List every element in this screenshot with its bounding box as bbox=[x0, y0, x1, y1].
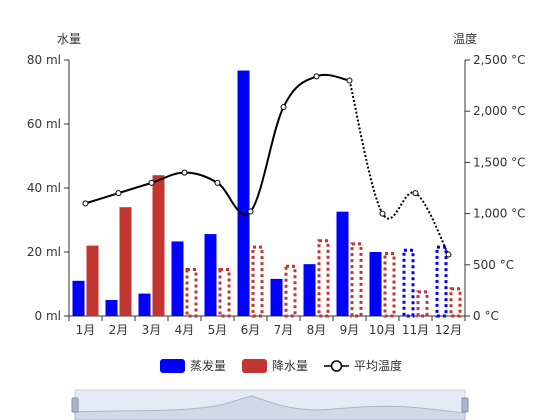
temperature-point[interactable] bbox=[82, 200, 89, 207]
right-tick-label: 2,000 °C bbox=[473, 104, 526, 118]
zoom-handle-left[interactable] bbox=[71, 397, 79, 413]
right-tick-label: 2,500 °C bbox=[473, 53, 526, 67]
bar-evaporation[interactable] bbox=[171, 241, 184, 316]
bars-layer bbox=[72, 70, 462, 318]
bar-precipitation[interactable] bbox=[416, 290, 429, 318]
bar-evaporation[interactable] bbox=[336, 211, 349, 316]
zoom-handle-right[interactable] bbox=[461, 397, 469, 413]
bar-evaporation[interactable] bbox=[204, 234, 217, 316]
temperature-line-dotted bbox=[348, 80, 450, 256]
temperature-point[interactable] bbox=[214, 179, 221, 186]
left-tick-label: 60 ml bbox=[27, 117, 61, 131]
bar-evaporation[interactable] bbox=[237, 70, 250, 316]
right-tick-label: 1,500 °C bbox=[473, 155, 526, 169]
x-tick-label: 1月 bbox=[76, 323, 96, 337]
legend-label: 蒸发量 bbox=[190, 358, 226, 373]
bar-precipitation[interactable] bbox=[284, 264, 297, 318]
temperature-point[interactable] bbox=[181, 169, 188, 176]
temperature-point[interactable] bbox=[379, 210, 386, 217]
bar-evaporation[interactable] bbox=[138, 293, 151, 316]
bar-precipitation[interactable] bbox=[350, 242, 363, 318]
x-tick-label: 3月 bbox=[142, 323, 162, 337]
bar-precipitation[interactable] bbox=[86, 245, 99, 316]
legend-label: 降水量 bbox=[272, 359, 308, 373]
right-tick-label: 500 °C bbox=[473, 258, 514, 272]
bar-precipitation[interactable] bbox=[218, 268, 231, 318]
legend-item-0[interactable]: 蒸发量 bbox=[160, 358, 226, 373]
temperature-point[interactable] bbox=[148, 179, 155, 186]
legend-label: 平均温度 bbox=[354, 358, 402, 373]
bar-evaporation[interactable] bbox=[402, 248, 415, 318]
temperature-point[interactable] bbox=[412, 190, 419, 197]
bar-evaporation[interactable] bbox=[303, 264, 316, 316]
x-tick-label: 5月 bbox=[208, 323, 228, 337]
legend-swatch bbox=[242, 359, 267, 373]
bar-evaporation[interactable] bbox=[435, 245, 448, 318]
x-tick-label: 2月 bbox=[109, 323, 129, 337]
legend-item-1[interactable]: 降水量 bbox=[242, 359, 308, 373]
right-tick-label: 1,000 °C bbox=[473, 207, 526, 221]
temperature-point[interactable] bbox=[346, 77, 353, 84]
bar-precipitation[interactable] bbox=[449, 287, 462, 318]
left-tick-label: 0 ml bbox=[35, 309, 61, 323]
bar-precipitation[interactable] bbox=[317, 239, 330, 318]
legend-point-swatch bbox=[330, 360, 343, 372]
x-tick-label: 10月 bbox=[369, 323, 396, 337]
bar-precipitation[interactable] bbox=[185, 268, 198, 318]
legend: 蒸发量 降水量 平均温度 bbox=[160, 358, 402, 373]
x-tick-label: 7月 bbox=[274, 323, 294, 337]
temperature-point[interactable] bbox=[280, 104, 287, 111]
left-tick-label: 40 ml bbox=[27, 181, 61, 195]
bar-precipitation[interactable] bbox=[152, 175, 165, 316]
left-tick-label: 80 ml bbox=[27, 53, 61, 67]
x-tick-label: 4月 bbox=[175, 323, 195, 337]
bar-evaporation[interactable] bbox=[369, 252, 382, 316]
temperature-point[interactable] bbox=[115, 190, 122, 197]
data-zoom-slider[interactable] bbox=[71, 389, 469, 420]
x-tick-label: 6月 bbox=[241, 323, 261, 337]
right-axis-name: 温度 bbox=[453, 31, 477, 46]
right-tick-label: 0 °C bbox=[473, 309, 499, 323]
temperature-point[interactable] bbox=[247, 208, 254, 215]
legend-swatch bbox=[160, 359, 185, 373]
x-tick-label: 9月 bbox=[340, 323, 360, 337]
axes: 水量 温度 0 ml 20 ml 40 ml 60 ml 80 ml 0 °C 500 °… bbox=[27, 31, 526, 337]
x-tick-label: 8月 bbox=[307, 323, 327, 337]
bar-evaporation[interactable] bbox=[105, 300, 118, 316]
left-tick-label: 20 ml bbox=[27, 245, 61, 259]
left-axis-name: 水量 bbox=[57, 32, 81, 46]
temperature-line-layer bbox=[82, 73, 452, 258]
bar-precipitation[interactable] bbox=[119, 207, 132, 316]
x-tick-label: 11月 bbox=[402, 323, 429, 337]
bar-precipitation[interactable] bbox=[383, 252, 396, 318]
zoom-preview-shape bbox=[74, 395, 466, 420]
temperature-point[interactable] bbox=[445, 251, 452, 258]
bar-precipitation[interactable] bbox=[251, 245, 264, 318]
x-tick-label: 12月 bbox=[435, 323, 462, 337]
temperature-line-solid bbox=[85, 73, 350, 216]
legend-item-2[interactable]: 平均温度 bbox=[324, 358, 402, 373]
bar-evaporation[interactable] bbox=[270, 278, 283, 316]
bar-evaporation[interactable] bbox=[72, 280, 85, 316]
temperature-point[interactable] bbox=[313, 73, 320, 80]
